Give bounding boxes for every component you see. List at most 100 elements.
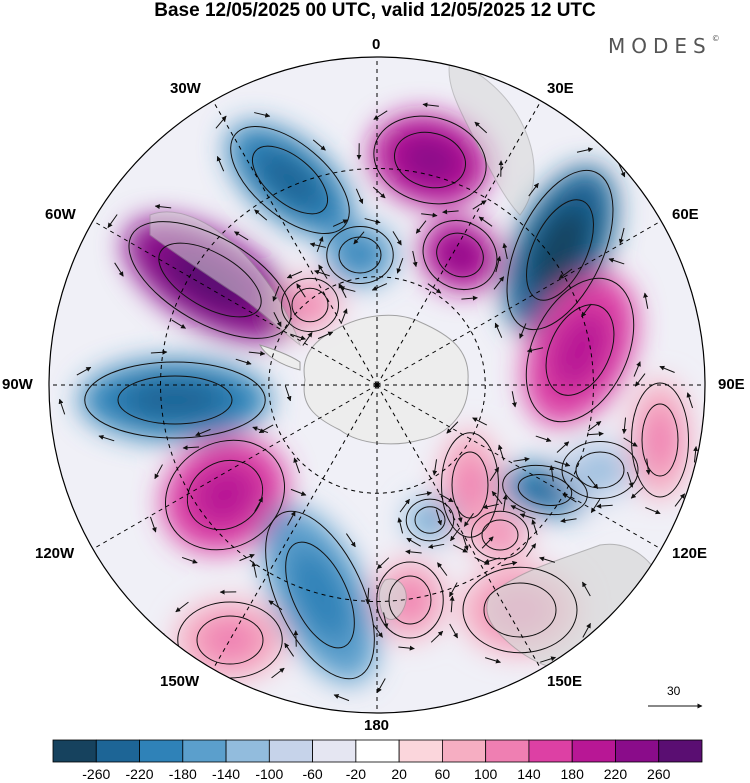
lon-label-30w: 30W (170, 80, 201, 97)
contour-line (405, 498, 455, 542)
colorbar-tick-label: -20 (345, 766, 366, 782)
wind-arrow (58, 398, 66, 415)
wind-arrow (576, 147, 594, 153)
colorbar-swatch (658, 739, 703, 763)
latitude-circle (268, 276, 486, 494)
colorbar-tick-label: 180 (560, 766, 584, 782)
meridian-line (92, 220, 378, 386)
colorbar-tick-label: 140 (517, 766, 541, 782)
contour-line (414, 506, 446, 534)
wind-arrow (296, 283, 306, 298)
anomaly-core (288, 546, 352, 644)
wind-arrow (549, 465, 555, 482)
contour-line (281, 277, 339, 333)
wind-arrow (623, 437, 638, 447)
africa-land (448, 59, 535, 216)
wind-arrow (461, 295, 478, 301)
wind-arrow (149, 516, 157, 533)
colorbar-swatch (355, 739, 400, 763)
contour-line (436, 232, 484, 278)
contour-line (575, 451, 625, 489)
wind-arrow (442, 209, 459, 215)
wind-arrow (432, 459, 438, 476)
south-america-land (149, 211, 301, 347)
wind-arrow (317, 331, 334, 340)
contour-line (285, 541, 355, 649)
contour-line (388, 575, 432, 625)
anomaly-core (293, 289, 327, 321)
wind-arrow (582, 622, 591, 638)
wind-arrow (535, 435, 552, 443)
wind-arrow (587, 431, 604, 437)
wind-arrow (397, 517, 404, 534)
wind-arrow (314, 269, 330, 277)
wind-arrow (511, 391, 517, 408)
meridian-line (376, 100, 542, 386)
wind-arrow (309, 242, 326, 248)
contour-line (545, 304, 615, 396)
wind-arrow (693, 446, 699, 463)
modes-logo: MODES© (608, 34, 720, 58)
wind-arrow (587, 475, 599, 490)
colorbar-swatch (182, 739, 227, 763)
colorbar-tick-label: -100 (255, 766, 284, 782)
contour-line (525, 277, 635, 423)
brand-text: MODES (608, 34, 712, 58)
wind-arrow (489, 467, 500, 482)
meridian-line (376, 220, 662, 386)
contour-line (84, 361, 266, 439)
wind-arrow (540, 656, 556, 663)
colorbar-tick-label: -180 (168, 766, 197, 782)
wind-arrow (312, 139, 326, 151)
wind-arrow (254, 112, 271, 118)
anomaly-core (483, 521, 517, 549)
wind-arrow (107, 214, 118, 228)
colorbar-tick-label: 20 (391, 766, 407, 782)
wind-arrow (439, 493, 454, 503)
lon-label-90e: 90E (718, 376, 745, 393)
wind-arrow (437, 562, 448, 576)
wind-arrow (528, 182, 539, 197)
wind-arrow (293, 630, 299, 647)
reference-vector-label: 30 (667, 684, 681, 698)
contour-line (326, 226, 394, 284)
lon-label-180: 180 (364, 717, 390, 734)
colorbar-swatch (398, 739, 443, 763)
wind-arrow (513, 456, 530, 462)
contour-line (164, 439, 286, 551)
wind-arrow (154, 464, 163, 480)
contour-line (158, 242, 262, 318)
wind-arrow (239, 553, 255, 562)
lon-label-90w: 90W (2, 376, 33, 393)
wind-arrow (478, 216, 493, 227)
wind-arrow (686, 392, 694, 409)
contour-line (252, 145, 328, 215)
wind-arrow (427, 283, 442, 294)
wind-arrow (630, 487, 644, 499)
wind-arrow (273, 311, 282, 327)
wind-arrow (562, 493, 577, 503)
wind-arrow (290, 333, 306, 341)
wind-arrow (161, 633, 167, 650)
wind-arrow (171, 319, 186, 329)
colorbar (52, 739, 703, 763)
wind-arrow (272, 286, 280, 302)
wind-arrow (355, 188, 364, 205)
wind-arrow (427, 543, 445, 549)
wind-arrow (634, 373, 646, 387)
wind-arrow (449, 582, 458, 598)
anomaly-core (340, 238, 380, 272)
wind-arrow (608, 257, 625, 265)
meridian-line (376, 384, 542, 670)
wind-arrow (674, 493, 686, 507)
wind-arrow (150, 349, 168, 355)
wind-arrow (482, 503, 499, 510)
colorbar-tick-label: -140 (212, 766, 241, 782)
wind-arrow (560, 518, 577, 524)
wind-arrow (494, 322, 503, 338)
wind-arrow (114, 262, 124, 277)
wind-arrow (252, 426, 269, 434)
anomaly-core (199, 618, 261, 662)
colorbar-swatch (139, 739, 184, 763)
